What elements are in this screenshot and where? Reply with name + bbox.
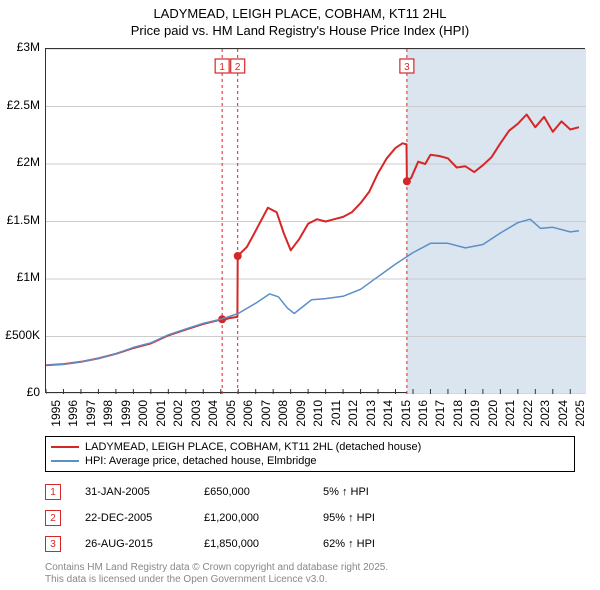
x-tick-label: 2021 (503, 400, 517, 440)
sale-date: 31-JAN-2005 (85, 486, 180, 498)
x-tick-label: 2017 (433, 400, 447, 440)
x-tick-label: 2011 (329, 400, 343, 440)
legend-item: LADYMEAD, LEIGH PLACE, COBHAM, KT11 2HL … (51, 440, 569, 454)
y-tick-label: £1.5M (0, 213, 40, 227)
footer-line-2: This data is licensed under the Open Gov… (45, 574, 327, 585)
title-line-1: LADYMEAD, LEIGH PLACE, COBHAM, KT11 2HL (0, 0, 600, 21)
x-tick-label: 2020 (486, 400, 500, 440)
sale-row: 2 22-DEC-2005 £1,200,000 95% ↑ HPI (45, 510, 375, 526)
legend-swatch (51, 460, 79, 462)
x-tick-label: 2005 (224, 400, 238, 440)
x-tick-label: 2000 (136, 400, 150, 440)
legend-swatch (51, 446, 79, 448)
x-tick-label: 2012 (346, 400, 360, 440)
sale-date: 26-AUG-2015 (85, 538, 180, 550)
y-tick-label: £0 (0, 385, 40, 399)
x-tick-label: 2007 (259, 400, 273, 440)
x-tick-label: 2003 (189, 400, 203, 440)
y-tick-label: £2.5M (0, 98, 40, 112)
x-tick-label: 2015 (399, 400, 413, 440)
sale-marker: 2 (45, 510, 61, 526)
chart-plot-area: 12 3 (45, 48, 585, 393)
svg-text:2: 2 (235, 62, 241, 73)
y-tick-label: £1M (0, 270, 40, 284)
sale-pct: 5% ↑ HPI (323, 486, 369, 498)
svg-text:1: 1 (219, 62, 225, 73)
x-tick-label: 2001 (154, 400, 168, 440)
x-tick-label: 2010 (311, 400, 325, 440)
x-tick-label: 2002 (171, 400, 185, 440)
sale-pct: 95% ↑ HPI (323, 512, 375, 524)
x-tick-label: 2025 (573, 400, 587, 440)
x-tick-label: 2022 (521, 400, 535, 440)
x-tick-label: 2013 (364, 400, 378, 440)
x-tick-label: 2006 (241, 400, 255, 440)
sale-marker: 3 (45, 536, 61, 552)
y-tick-label: £3M (0, 40, 40, 54)
x-tick-label: 2014 (381, 400, 395, 440)
legend-box: LADYMEAD, LEIGH PLACE, COBHAM, KT11 2HL … (45, 436, 575, 472)
sale-row: 1 31-JAN-2005 £650,000 5% ↑ HPI (45, 484, 369, 500)
y-tick-label: £500K (0, 328, 40, 342)
x-tick-label: 1995 (49, 400, 63, 440)
x-tick-label: 1997 (84, 400, 98, 440)
x-tick-label: 1998 (101, 400, 115, 440)
x-tick-label: 2023 (538, 400, 552, 440)
y-tick-label: £2M (0, 155, 40, 169)
sale-pct: 62% ↑ HPI (323, 538, 375, 550)
x-tick-label: 2008 (276, 400, 290, 440)
sale-price: £1,200,000 (204, 512, 299, 524)
sale-price: £650,000 (204, 486, 299, 498)
x-tick-label: 2016 (416, 400, 430, 440)
chart-container: LADYMEAD, LEIGH PLACE, COBHAM, KT11 2HL … (0, 0, 600, 590)
x-tick-label: 2018 (451, 400, 465, 440)
sale-marker: 1 (45, 484, 61, 500)
x-tick-label: 2004 (206, 400, 220, 440)
sale-price: £1,850,000 (204, 538, 299, 550)
legend-item: HPI: Average price, detached house, Elmb… (51, 454, 569, 468)
sale-row: 3 26-AUG-2015 £1,850,000 62% ↑ HPI (45, 536, 375, 552)
legend-label: LADYMEAD, LEIGH PLACE, COBHAM, KT11 2HL … (85, 441, 421, 453)
svg-text:3: 3 (404, 62, 410, 73)
legend-label: HPI: Average price, detached house, Elmb… (85, 455, 317, 467)
x-tick-label: 1999 (119, 400, 133, 440)
x-tick-label: 2009 (294, 400, 308, 440)
x-tick-label: 1996 (66, 400, 80, 440)
title-line-2: Price paid vs. HM Land Registry's House … (0, 21, 600, 38)
chart-svg: 12 3 (46, 49, 586, 394)
sale-date: 22-DEC-2005 (85, 512, 180, 524)
footer-line-1: Contains HM Land Registry data © Crown c… (45, 562, 388, 573)
x-tick-label: 2019 (468, 400, 482, 440)
x-tick-label: 2024 (556, 400, 570, 440)
